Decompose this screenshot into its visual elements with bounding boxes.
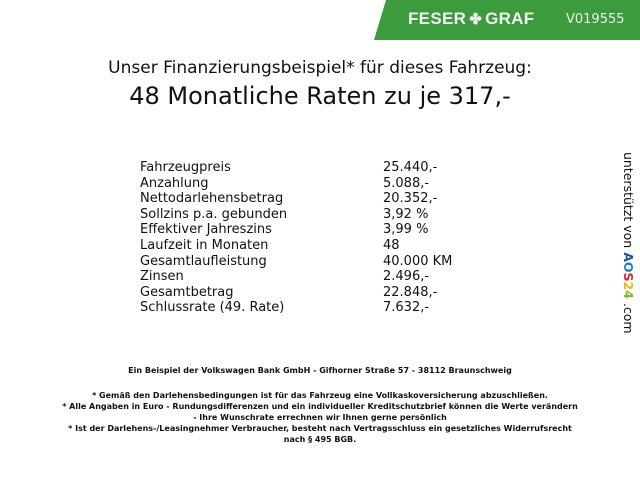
table-row: Sollzins p.a. gebunden 3,92 % (140, 207, 460, 223)
table-row: Schlussrate (49. Rate) 7.632,- (140, 300, 460, 316)
row-value: 5.088,- (383, 175, 430, 191)
row-label: Sollzins p.a. gebunden (140, 206, 288, 222)
note-2b: - Ihre Wunschrate errechnen wir Ihnen ge… (193, 413, 447, 422)
table-row: Nettodarlehensbetrag 20.352,- (140, 191, 460, 207)
table-row: Zinsen 2.496,- (140, 269, 460, 285)
brand-left: FESER (408, 9, 467, 28)
brand-right: GRAF (485, 9, 535, 28)
table-row: Gesamtbetrag 22.848,- (140, 285, 460, 301)
sponsor-label: unterstützt von (621, 152, 636, 249)
row-label: Fahrzeugpreis (140, 160, 231, 175)
footer-bank: Ein Beispiel der Volkswagen Bank GmbH - … (128, 366, 512, 375)
row-value: 48 (383, 237, 400, 253)
row-label: Gesamtlaufleistung (140, 253, 267, 269)
brand-logo: FESER ✤ GRAF (408, 9, 534, 29)
row-label: Laufzeit in Monaten (140, 237, 269, 253)
vehicle-id: V019555 (566, 12, 625, 27)
note-2a: * Alle Angaben in Euro - Rundungsdiffere… (62, 402, 578, 411)
row-value: 2.496,- (383, 269, 430, 285)
footer-notes: * Gemäß den Darlehensbedingungen ist für… (20, 390, 620, 445)
sponsor-suffix: .com (621, 302, 636, 334)
row-label: Nettodarlehensbetrag (140, 191, 284, 207)
table-row: Gesamtlaufleistung 40.000 KM (140, 254, 460, 270)
title-line2: 48 Monatliche Raten zu je 317,- (129, 82, 511, 110)
row-value: 3,99 % (383, 222, 429, 238)
table-row: Anzahlung 5.088,- (140, 176, 460, 192)
clover-icon: ✤ (469, 11, 483, 28)
row-value: 20.352,- (383, 191, 438, 207)
note-3b: nach § 495 BGB. (283, 435, 357, 444)
row-label: Gesamtbetrag (140, 284, 234, 300)
row-label: Schlussrate (49. Rate) (140, 300, 285, 316)
header-banner (374, 0, 640, 40)
row-value: 40.000 KM (383, 253, 453, 269)
table-row: Laufzeit in Monaten 48 (140, 238, 460, 254)
finance-table: Fahrzeugpreis 25.440,- Anzahlung 5.088,- Net… (140, 160, 460, 316)
table-row: Effektiver Jahreszins 3,99 % (140, 222, 460, 238)
sponsor-text: unterstützt von AOS24 .com (621, 152, 636, 334)
row-value: 3,92 % (383, 206, 429, 222)
row-label: Anzahlung (140, 175, 209, 191)
row-value: 25.440,- (383, 160, 438, 175)
row-label: Zinsen (140, 269, 184, 285)
note-3a: * Ist der Darlehens-/Leasingnehmer Verbr… (68, 424, 572, 433)
row-value: 7.632,- (383, 300, 430, 316)
row-label: Effektiver Jahreszins (140, 222, 272, 238)
aos24-logo: AOS24 (621, 252, 636, 299)
table-row: Fahrzeugpreis 25.440,- (140, 160, 460, 176)
note-1: * Gemäß den Darlehensbedingungen ist für… (92, 391, 548, 400)
title-line1: Unser Finanzierungsbeispiel* für dieses … (108, 58, 532, 78)
row-value: 22.848,- (383, 284, 438, 300)
